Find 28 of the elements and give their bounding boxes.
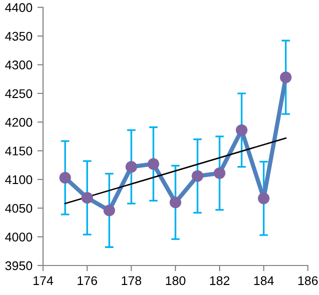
y-tick-label: 4050 [5,204,32,213]
point [280,72,292,84]
point [81,192,94,204]
y-tick-label: 4150 [5,146,32,156]
point [236,124,248,136]
point [214,167,226,179]
point [170,196,182,208]
x-tick-label: 182 [210,276,230,286]
y-tick-label: 4200 [5,118,32,127]
y-tick-label: 4350 [5,32,32,41]
x-tick-label: 174 [34,276,54,285]
y-tick-label: 3950 [5,261,32,270]
point [59,172,71,184]
y-tick-label: 4100 [5,175,32,184]
x-tick-label: 178 [122,276,142,286]
y-tick-label: 4300 [5,60,32,70]
point [148,158,160,170]
x-tick-label: 176 [78,276,98,286]
y-tick-label: 4400 [5,3,32,12]
point [258,192,270,204]
x-tick-label: 186 [298,276,318,286]
y-tick-label: 4000 [5,232,32,242]
point [126,161,138,173]
point [103,204,116,216]
x-tick-label: 184 [254,276,274,286]
y-tick-label: 4250 [5,89,32,98]
point [192,170,204,182]
x-tick-label: 180 [166,276,186,286]
